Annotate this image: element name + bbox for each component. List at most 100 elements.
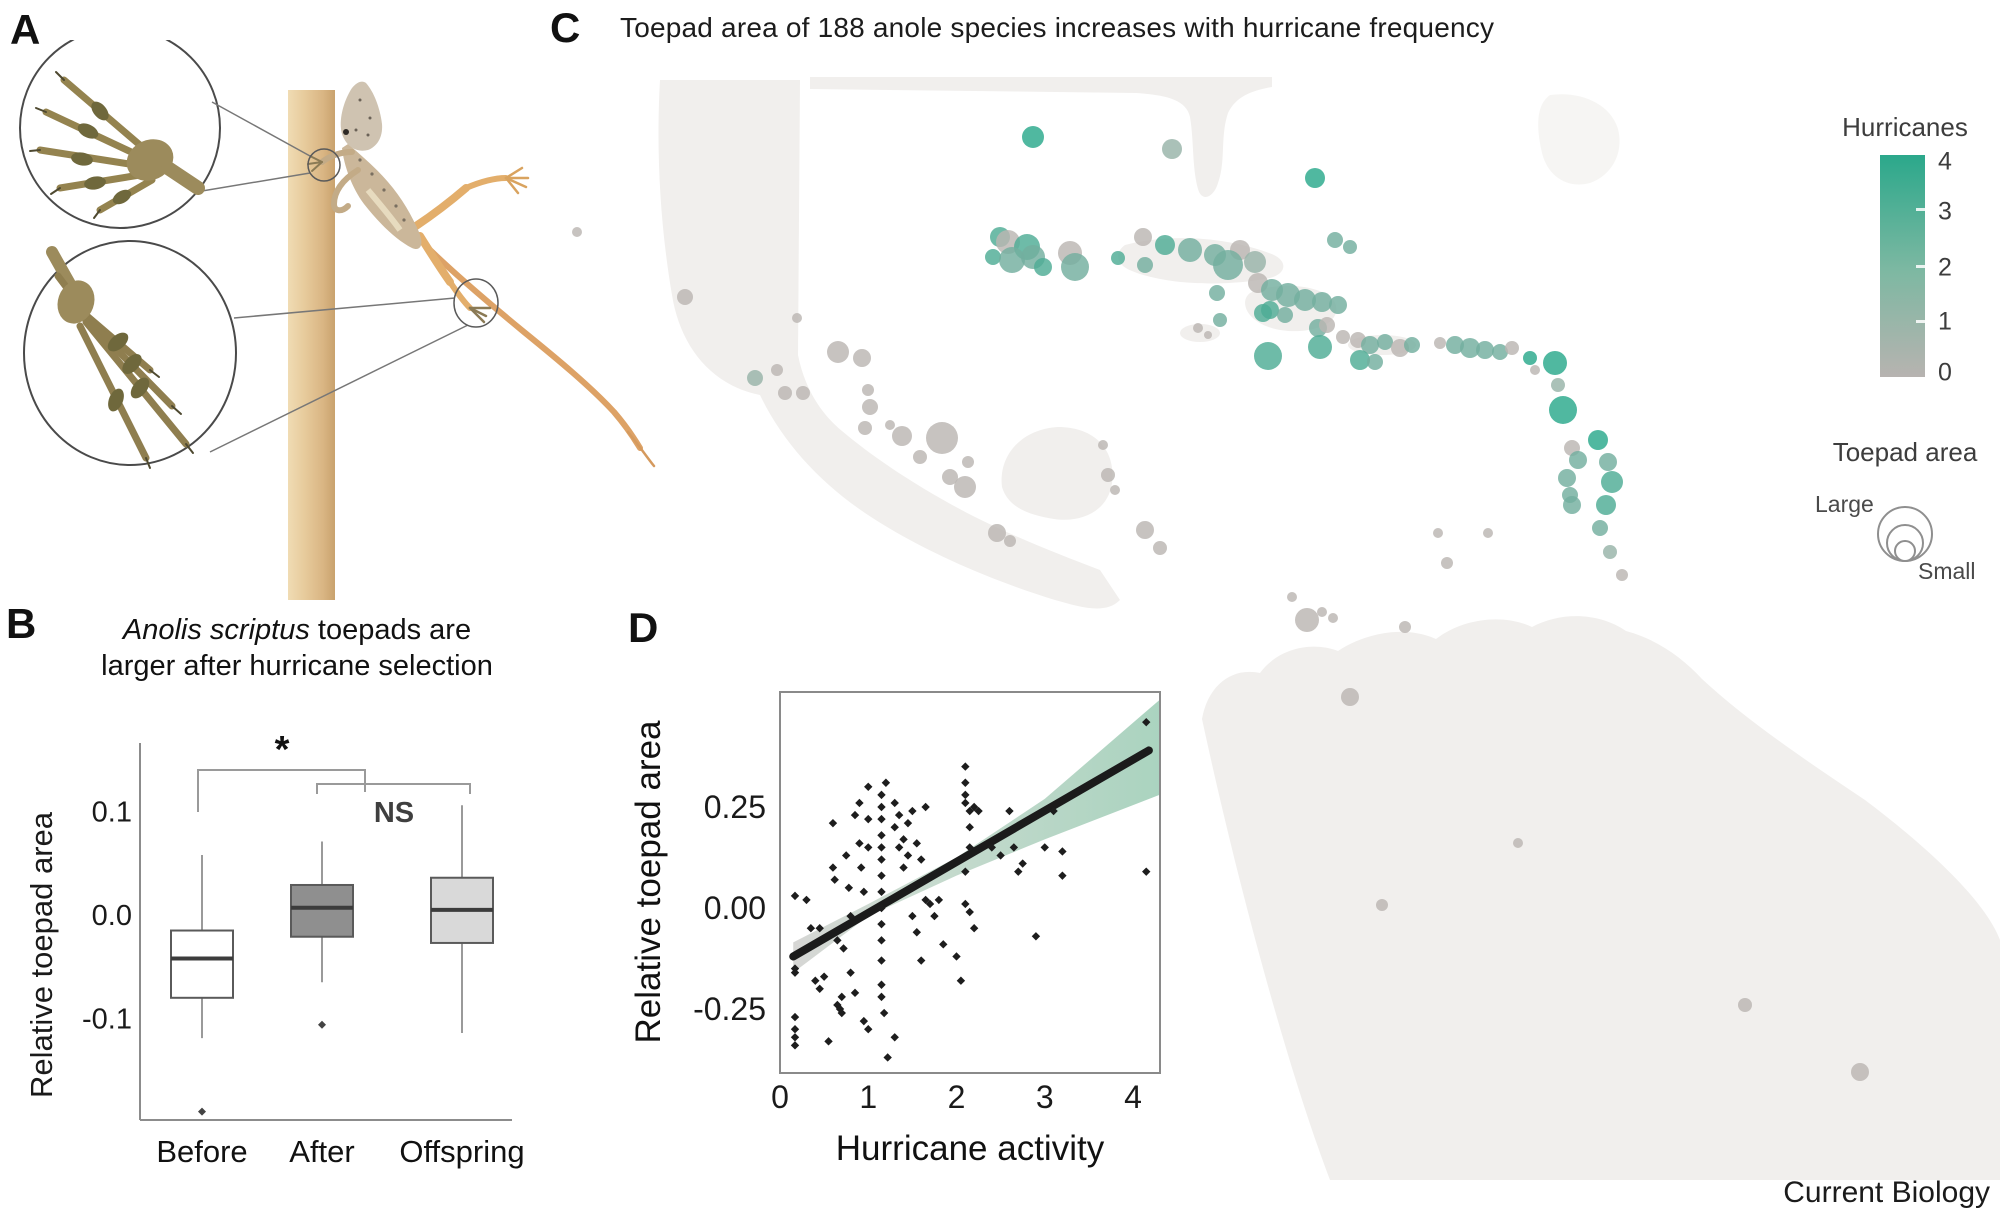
map-bubble bbox=[1446, 336, 1464, 354]
map-bubble bbox=[1399, 621, 1411, 633]
scatter-point bbox=[930, 911, 939, 921]
map-bubble bbox=[1153, 541, 1167, 555]
species-name: Anolis scriptus bbox=[122, 614, 310, 646]
scatter-point bbox=[835, 1004, 845, 1014]
colorbar-notch-2 bbox=[1916, 265, 1925, 268]
map-bubble bbox=[1376, 899, 1388, 911]
d-ytick: 0.00 bbox=[704, 890, 766, 926]
scatter-point bbox=[1142, 717, 1151, 727]
map-bubble bbox=[1460, 338, 1480, 358]
lizard-hindleg-lower-shank bbox=[447, 279, 473, 311]
map-bubble bbox=[1254, 304, 1272, 322]
scatter-point bbox=[921, 802, 930, 812]
map-bubble bbox=[1558, 469, 1576, 487]
map-bubble bbox=[1738, 998, 1752, 1012]
d-xtick: 1 bbox=[859, 1079, 877, 1115]
scatter-point bbox=[837, 992, 846, 1002]
map-bubble bbox=[1404, 337, 1420, 353]
map-bubble bbox=[1596, 495, 1616, 515]
sig-bracket-ns bbox=[316, 783, 471, 794]
map-bubble bbox=[1441, 557, 1453, 569]
sig-bracket-star bbox=[197, 769, 366, 812]
map-bubble bbox=[1851, 1063, 1869, 1081]
scatter-point bbox=[790, 891, 800, 901]
map-bubble bbox=[1136, 521, 1154, 539]
colorbar-title: Hurricanes bbox=[1842, 112, 1968, 142]
anole-lizard-photo bbox=[19, 40, 656, 600]
lizard-hindfoot-upper-toes bbox=[504, 166, 530, 195]
map-bubble bbox=[1492, 344, 1508, 360]
map-bubble bbox=[954, 476, 976, 498]
scatter-point bbox=[908, 911, 917, 921]
map-bubble bbox=[1592, 520, 1608, 536]
box-after bbox=[290, 883, 354, 938]
map-bubble bbox=[1513, 838, 1523, 848]
map-bubble bbox=[677, 289, 693, 305]
map-bubble bbox=[1319, 317, 1335, 333]
caribbean-bubble-map bbox=[572, 77, 2000, 1180]
map-bubble bbox=[1111, 251, 1125, 265]
d-xtick: 4 bbox=[1124, 1079, 1142, 1115]
colorbar-tick-1: 1 bbox=[1938, 307, 1952, 336]
d-xtick: 3 bbox=[1036, 1079, 1054, 1115]
scatter-point bbox=[864, 782, 873, 791]
map-bubble bbox=[1367, 354, 1383, 370]
scatter-point bbox=[996, 851, 1005, 860]
scatter-point bbox=[952, 952, 961, 961]
map-bubble bbox=[1328, 613, 1338, 623]
map-bubble bbox=[1276, 283, 1300, 307]
map-bubble bbox=[1254, 342, 1282, 370]
map-bubble bbox=[1350, 350, 1370, 370]
map-bubble bbox=[747, 370, 763, 386]
map-bubble bbox=[1601, 471, 1623, 493]
land-gulf-coast-florida bbox=[810, 77, 1272, 197]
panel-b-title-line2: larger after hurricane selection bbox=[101, 650, 493, 682]
panel-label-a: A bbox=[10, 6, 41, 53]
journal-name: Current Biology bbox=[1783, 1176, 1990, 1209]
map-bubble bbox=[858, 421, 872, 435]
scatter-point bbox=[908, 806, 917, 816]
sig-ns: NS bbox=[374, 797, 414, 829]
map-bubble bbox=[1523, 351, 1537, 365]
b-ylabel: Relative toepad area bbox=[24, 811, 59, 1098]
map-bubble bbox=[1294, 289, 1316, 311]
lizard-forefoot-toes bbox=[307, 155, 323, 172]
scatter-point bbox=[846, 968, 855, 977]
colorbar-tick-3: 3 bbox=[1938, 197, 1952, 226]
map-bubble bbox=[1317, 607, 1327, 617]
box-before bbox=[170, 929, 234, 999]
lizard-eye bbox=[343, 129, 349, 135]
map-bubble bbox=[1308, 335, 1332, 359]
map-bubble bbox=[1434, 337, 1446, 349]
map-bubble bbox=[796, 386, 810, 400]
land-south-america bbox=[1202, 616, 2000, 1180]
scatter-point bbox=[877, 802, 886, 812]
d-ylabel: Relative toepad area bbox=[629, 720, 668, 1044]
hind-toepad-closeup bbox=[46, 246, 194, 469]
scatter-point bbox=[1142, 867, 1151, 876]
map-bubble bbox=[999, 247, 1025, 273]
lizard-back-speckles bbox=[358, 158, 406, 222]
map-bubble bbox=[1101, 468, 1115, 482]
map-bubble bbox=[1588, 430, 1608, 450]
scatter-point bbox=[819, 972, 829, 981]
map-bubble bbox=[1305, 168, 1325, 188]
map-bubble bbox=[942, 469, 958, 485]
map-bubble bbox=[1563, 496, 1581, 514]
land-atlantic-bank bbox=[1538, 94, 1620, 185]
d-ytick: -0.25 bbox=[693, 991, 766, 1027]
lizard-tail-tip bbox=[626, 430, 656, 468]
map-bubble bbox=[1551, 378, 1565, 392]
boxplot-toepad-before-after: 0.1 0.0 -0.1 Before After Offspring * NS Relativ… bbox=[24, 729, 525, 1169]
map-bubble bbox=[853, 349, 871, 367]
lizard-head-speckles bbox=[354, 98, 372, 137]
callout-connector-lines bbox=[195, 101, 469, 453]
sig-star: * bbox=[275, 729, 290, 771]
scatter-point bbox=[881, 778, 891, 787]
map-bubble bbox=[862, 399, 878, 415]
b-ytick: -0.1 bbox=[82, 1004, 132, 1036]
front-toepad-closeup bbox=[29, 71, 205, 219]
map-bubble bbox=[827, 341, 849, 363]
scatter-point bbox=[864, 843, 873, 852]
